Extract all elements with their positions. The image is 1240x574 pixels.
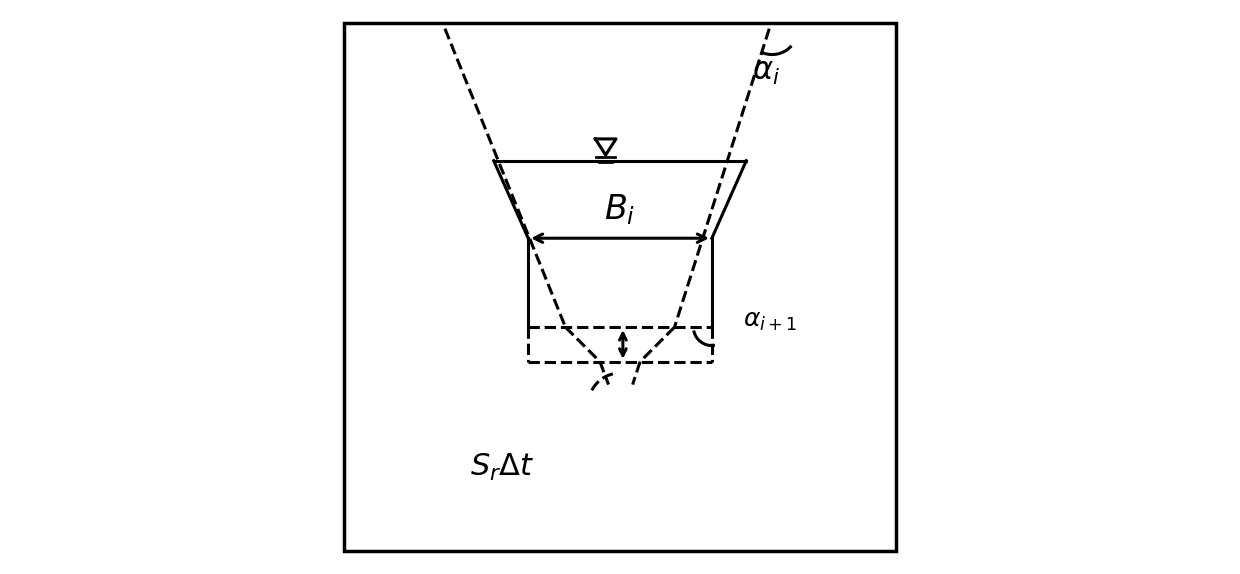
Text: $S_r\Delta t$: $S_r\Delta t$: [470, 452, 534, 483]
Text: $B_i$: $B_i$: [604, 192, 636, 227]
Text: $\alpha_i$: $\alpha_i$: [753, 56, 780, 87]
Text: $\alpha_{i+1}$: $\alpha_{i+1}$: [744, 310, 797, 333]
